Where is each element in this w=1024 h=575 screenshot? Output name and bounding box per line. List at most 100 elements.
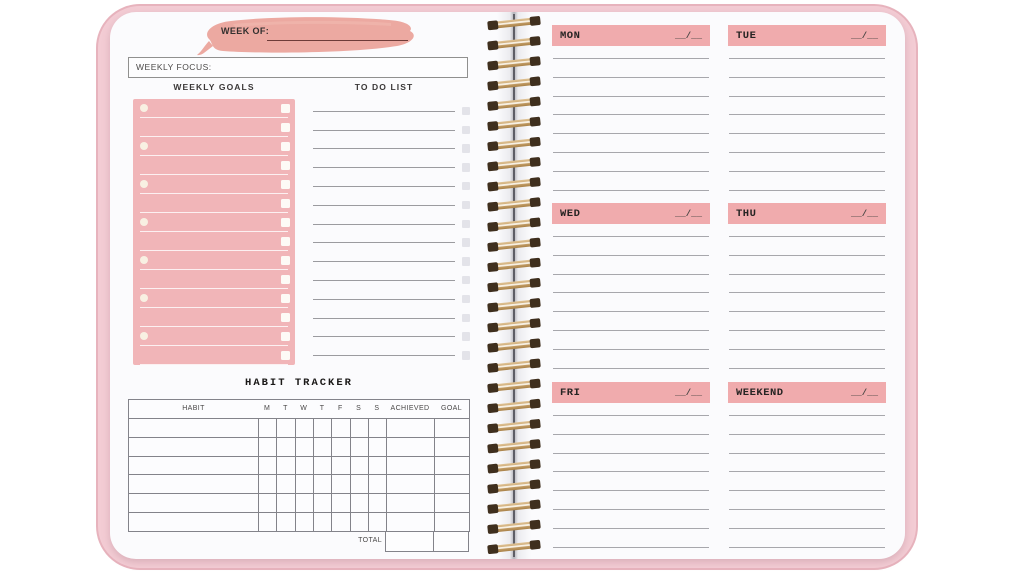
day-write-line <box>729 114 885 116</box>
day-write-line <box>553 76 709 78</box>
day-write-line <box>553 330 709 331</box>
goal-row <box>133 346 295 365</box>
todo-write-line <box>313 317 455 319</box>
day-write-line <box>729 58 885 59</box>
todo-checkbox <box>461 257 470 266</box>
day-write-line <box>729 433 885 435</box>
day-write-line <box>729 95 885 97</box>
goal-row <box>133 232 295 251</box>
habit-grid-hline <box>129 512 469 513</box>
day-write-line <box>729 490 885 492</box>
goal-write-line <box>140 155 288 156</box>
day-write-line <box>729 133 885 135</box>
day-write-line <box>729 330 885 331</box>
todo-row <box>313 319 470 341</box>
day-header: THU __/__ <box>728 203 886 224</box>
goal-write-line <box>140 307 288 308</box>
todo-write-line <box>313 355 455 357</box>
weekly-goals-title: WEEKLY GOALS <box>173 82 255 92</box>
habit-col-header: T <box>319 405 325 412</box>
goal-row <box>133 175 295 194</box>
todo-row <box>313 168 470 191</box>
goal-row <box>133 156 295 175</box>
habit-total-label: TOTAL <box>358 537 382 544</box>
spiral-loop <box>487 298 541 313</box>
day-header: MON __/__ <box>552 25 710 46</box>
goal-checkbox <box>281 275 290 284</box>
spiral-loop <box>487 177 541 192</box>
goal-row <box>133 270 295 289</box>
todo-row <box>313 93 470 116</box>
weekly-goals-box <box>133 99 295 365</box>
spiral-loop <box>487 419 541 434</box>
habit-col-header: T <box>283 405 288 412</box>
day-header: FRI __/__ <box>552 382 710 403</box>
goal-number-dot <box>140 256 148 264</box>
day-write-line <box>553 133 709 135</box>
habit-col-header: M <box>264 405 271 412</box>
goal-number-dot <box>140 142 148 150</box>
spiral-loop <box>487 338 541 353</box>
goal-write-line <box>140 345 288 346</box>
habit-tracker-table: TOTAL HABIT M T W T F S S ACHIEVED GOAL <box>128 399 470 552</box>
day-write-line <box>553 452 709 454</box>
goal-checkbox <box>281 256 290 265</box>
goal-checkbox <box>281 237 290 246</box>
spiral-loop <box>487 96 541 111</box>
goal-checkbox <box>281 104 290 113</box>
week-of-label: WEEK OF: <box>221 26 270 36</box>
day-write-line <box>729 273 885 275</box>
todo-checkbox <box>461 238 470 247</box>
day-label: MON <box>560 29 581 42</box>
weekly-focus-box: WEEKLY FOCUS: <box>128 57 468 78</box>
todo-write-line <box>313 110 455 112</box>
spiral-loop <box>487 56 541 71</box>
day-write-line <box>553 114 709 116</box>
day-label: WED <box>560 207 581 220</box>
spiral-loop <box>487 278 541 293</box>
spiral-loop <box>487 116 541 131</box>
goal-row <box>133 213 295 232</box>
day-write-line <box>729 254 885 256</box>
goal-row <box>133 194 295 213</box>
habit-grid-hline <box>129 474 469 476</box>
day-write-line <box>553 367 709 369</box>
day-write-line <box>553 189 709 191</box>
todo-row <box>313 206 470 229</box>
todo-write-line <box>313 204 455 206</box>
todo-checkbox <box>461 275 470 285</box>
goal-write-line <box>140 269 288 270</box>
day-write-line <box>729 527 885 529</box>
todo-checkbox <box>461 332 470 341</box>
day-write-line <box>729 152 885 153</box>
spiral-binding <box>487 14 541 557</box>
goal-write-line <box>140 212 288 213</box>
habit-col-header: S <box>356 405 362 412</box>
spiral-loop <box>487 36 541 51</box>
habit-total-goal-cell <box>433 531 469 552</box>
day-write-line <box>553 292 709 294</box>
day-date-slot: __/__ <box>674 30 702 41</box>
spiral-loop <box>487 479 541 494</box>
day-date-slot: __/__ <box>674 208 702 219</box>
day-date-slot: __/__ <box>674 387 702 398</box>
todo-write-line <box>313 148 455 150</box>
spiral-loop <box>487 136 541 152</box>
day-write-line <box>553 490 709 492</box>
day-header: WED __/__ <box>552 203 710 224</box>
todo-write-line <box>313 261 455 263</box>
goal-checkbox <box>281 161 290 170</box>
goal-number-dot <box>140 180 148 188</box>
day-write-line <box>729 236 885 237</box>
day-write-line <box>729 367 885 369</box>
todo-checkbox <box>461 125 470 135</box>
day-write-line <box>729 311 885 313</box>
day-label: TUE <box>736 29 757 42</box>
day-write-line <box>729 170 885 172</box>
goal-write-line <box>140 136 288 137</box>
day-write-line <box>553 236 709 237</box>
day-write-line <box>553 546 709 548</box>
day-section-tue: TUE __/__ <box>728 25 886 193</box>
goal-row <box>133 289 295 308</box>
habit-col-header: F <box>338 405 343 412</box>
